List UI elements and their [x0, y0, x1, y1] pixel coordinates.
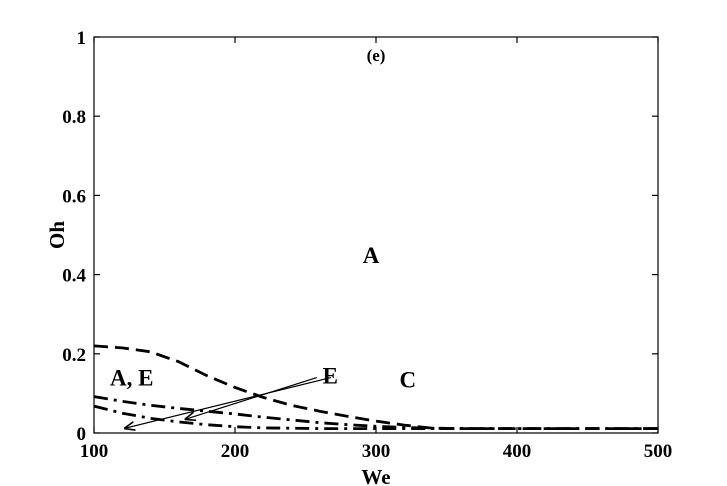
annotation-arrow-2: [186, 376, 317, 420]
series-line-1: [93, 344, 658, 431]
panel-label: (e): [367, 46, 386, 65]
plot-area: [93, 36, 659, 434]
y-tick-label: 0.6: [62, 186, 86, 207]
y-tick-label: 0.8: [62, 107, 86, 128]
annotation-arrow-1: [125, 376, 332, 429]
x-tick-label: 300: [362, 441, 391, 462]
y-tick-label: 0: [77, 424, 87, 445]
region-label-1: A: [363, 243, 380, 268]
y-tick-label: 0.4: [62, 266, 86, 287]
y-axis-label: Oh: [45, 221, 69, 249]
x-tick-label: 100: [80, 441, 109, 462]
region-label-4: C: [399, 368, 416, 393]
x-axis-label: We: [361, 465, 390, 486]
x-tick-label: 400: [503, 441, 532, 462]
y-tick-label: 0.2: [62, 345, 86, 366]
x-tick-label: 200: [221, 441, 250, 462]
region-label-3: E: [323, 364, 338, 389]
x-tick-label: 500: [644, 441, 673, 462]
region-label-2: A, E: [110, 366, 153, 391]
y-tick-label: 1: [77, 28, 87, 49]
